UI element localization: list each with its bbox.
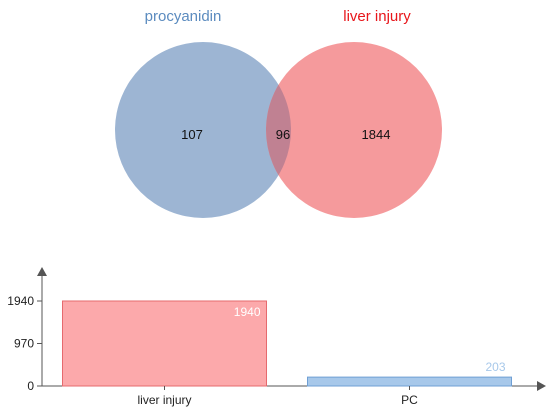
venn-count-procyanidin-only: 107 [181, 127, 203, 142]
y-tick-label: 970 [14, 337, 34, 351]
bar-value-label: 203 [485, 360, 505, 374]
bar-value-label: 1940 [234, 305, 261, 319]
x-category-label: PC [401, 393, 418, 407]
x-category-label: liver injury [137, 393, 191, 407]
bars: 1940 203 [62, 300, 512, 387]
y-ticks: 0 970 1940 [7, 294, 42, 393]
x-axis-arrow [537, 381, 546, 391]
bar-pc [307, 376, 512, 387]
bar-chart: 0 970 1940 1940 203 liver injury PC [7, 267, 546, 407]
venn-set-procyanidin [115, 42, 291, 218]
venn-count-intersection: 96 [276, 127, 290, 142]
y-axis-arrow [37, 267, 47, 276]
venn-set-liver-injury [266, 42, 442, 218]
y-tick-label: 1940 [7, 294, 34, 308]
venn-title-liver-injury: liver injury [343, 8, 411, 25]
category-labels: liver injury PC [137, 386, 418, 407]
venn-count-liver-injury-only: 1844 [362, 127, 391, 142]
y-tick-label: 0 [27, 379, 34, 393]
venn-diagram: procyanidin liver injury 107 96 1844 [115, 8, 442, 218]
venn-title-procyanidin: procyanidin [145, 8, 222, 25]
